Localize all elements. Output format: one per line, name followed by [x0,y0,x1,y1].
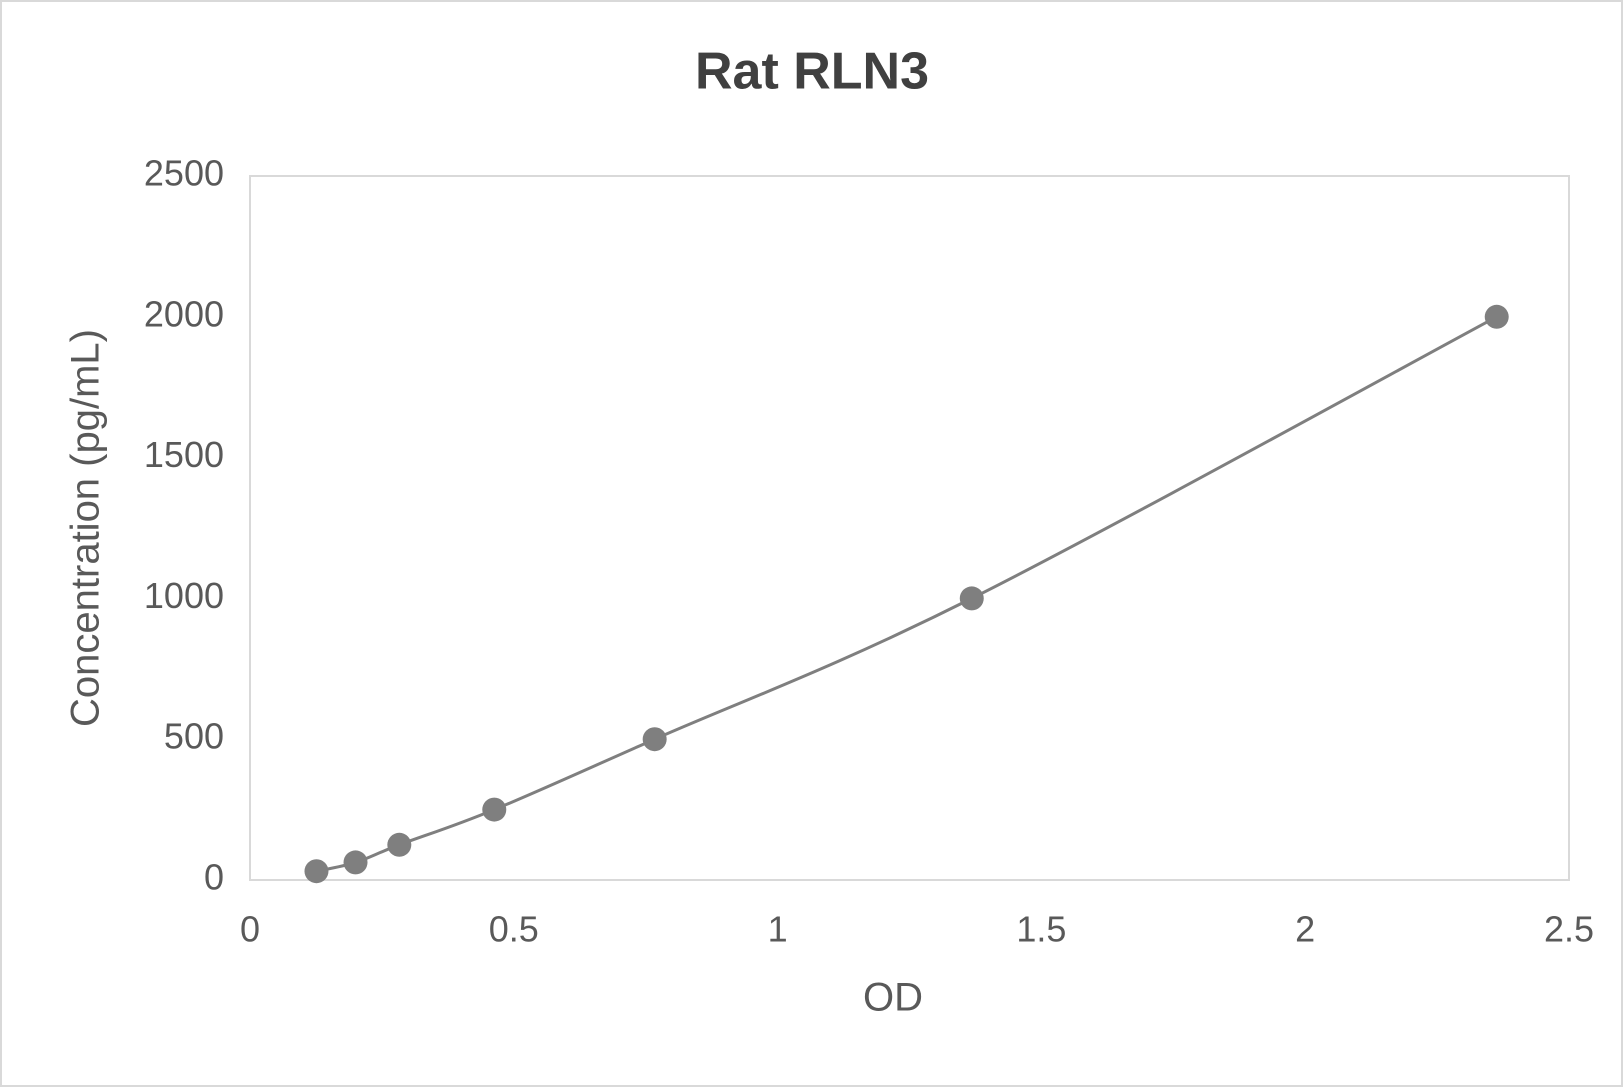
x-tick-label: 1.5 [1016,909,1066,950]
y-axis-label: Concentration (pg/mL) [64,329,108,727]
data-point [343,850,368,875]
data-point [642,727,667,752]
x-tick-label: 0.5 [489,909,539,950]
y-tick-label: 1500 [144,434,224,475]
x-tick-label: 2 [1295,909,1315,950]
x-axis-label: OD [863,976,923,1020]
plot-area [249,175,1570,881]
y-tick-label: 2000 [144,293,224,334]
x-tick-label: 1 [768,909,788,950]
data-point [482,797,507,822]
x-tick-label: 2.5 [1544,909,1594,950]
y-tick-label: 1000 [144,575,224,616]
data-point [959,586,984,611]
data-point [1484,304,1509,329]
y-tick-label: 0 [204,857,224,898]
y-tick-label: 2500 [144,153,224,194]
x-tick-label: 0 [240,909,260,950]
data-point [387,832,412,857]
data-point [304,859,329,884]
chart-title: Rat RLN3 [695,43,929,101]
y-tick-label: 500 [164,716,224,757]
